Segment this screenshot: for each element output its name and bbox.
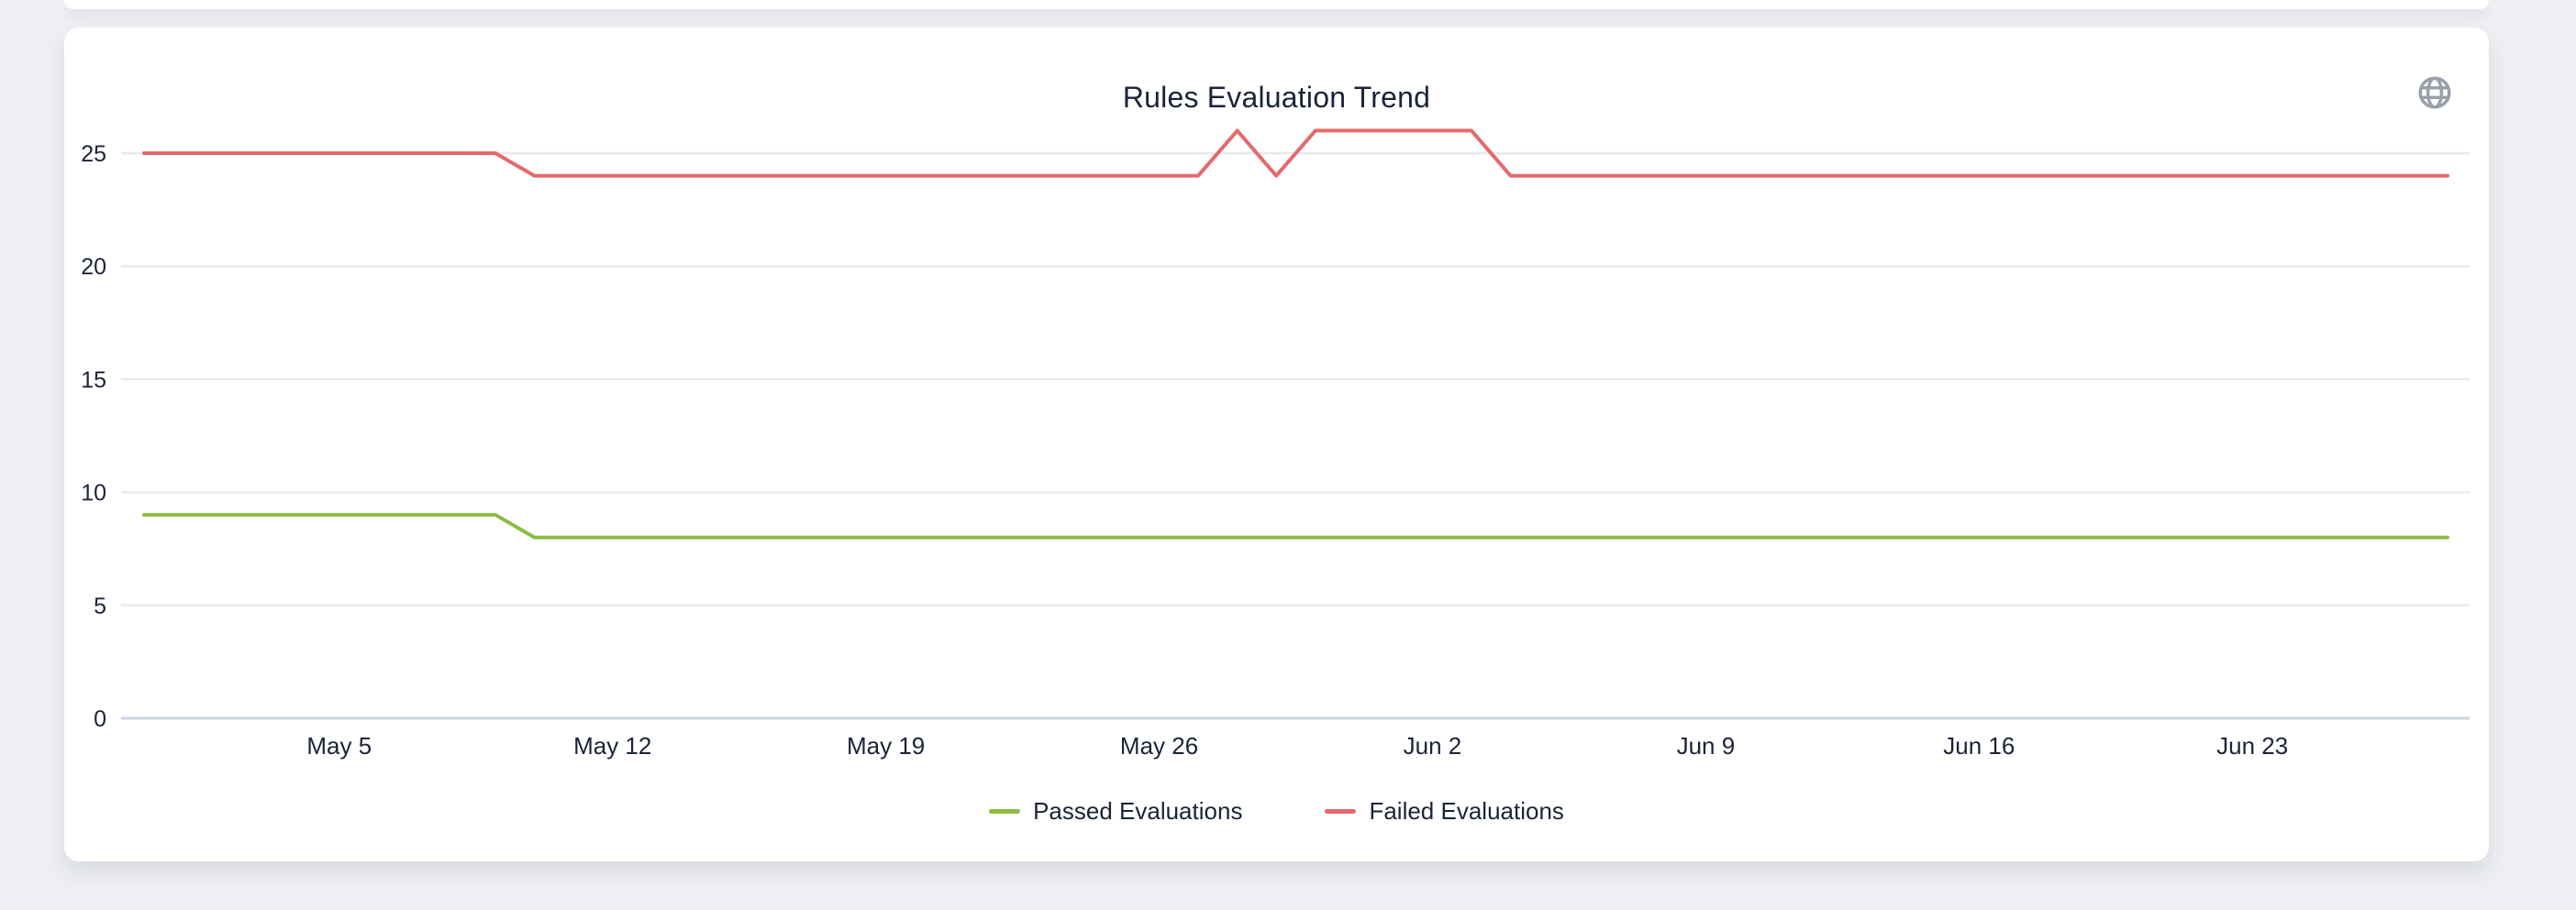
x-tick-label: Jun 9 (1677, 732, 1736, 760)
legend-item-failed-evaluations[interactable]: Failed Evaluations (1325, 796, 1564, 826)
chart-title: Rules Evaluation Trend (1122, 81, 1431, 114)
globe-icon[interactable] (2415, 73, 2454, 112)
x-tick-label: Jun 16 (1943, 732, 2015, 760)
x-tick-label: May 12 (573, 732, 651, 760)
series-line-failed-evaluations (142, 128, 2449, 178)
x-tick-label: Jun 2 (1404, 732, 1462, 760)
y-tick-label: 20 (81, 254, 106, 280)
x-tick-label: May 19 (847, 732, 925, 760)
x-tick-label: Jun 23 (2216, 732, 2288, 760)
legend-label: Passed Evaluations (1033, 796, 1243, 825)
y-tick-label: 5 (94, 594, 106, 619)
legend-swatch (1325, 808, 1357, 814)
legend-swatch (989, 808, 1021, 814)
x-tick-label: May 5 (306, 732, 372, 760)
y-tick-label: 15 (81, 367, 106, 393)
x-tick-label: May 26 (1120, 732, 1198, 760)
legend-item-passed-evaluations[interactable]: Passed Evaluations (989, 797, 1242, 826)
y-tick-label: 0 (94, 706, 106, 732)
chart-legend: Passed Evaluations Failed Evaluations (64, 794, 2489, 827)
previous-card-bottom-edge (64, 0, 2489, 9)
chart-plot-area: 0 5 10 15 20 25 May 5 May 12 May 19 May 26 Jun 2 Ju… (81, 128, 2470, 760)
series-line-passed-evaluations (142, 513, 2449, 539)
y-tick-label: 10 (81, 481, 106, 506)
legend-label: Failed Evaluations (1369, 796, 1564, 825)
y-tick-label: 25 (81, 141, 106, 167)
rules-evaluation-trend-card: 0 5 10 15 20 25 May 5 May 12 May 19 May 26 Jun 2 Ju… (64, 28, 2489, 861)
